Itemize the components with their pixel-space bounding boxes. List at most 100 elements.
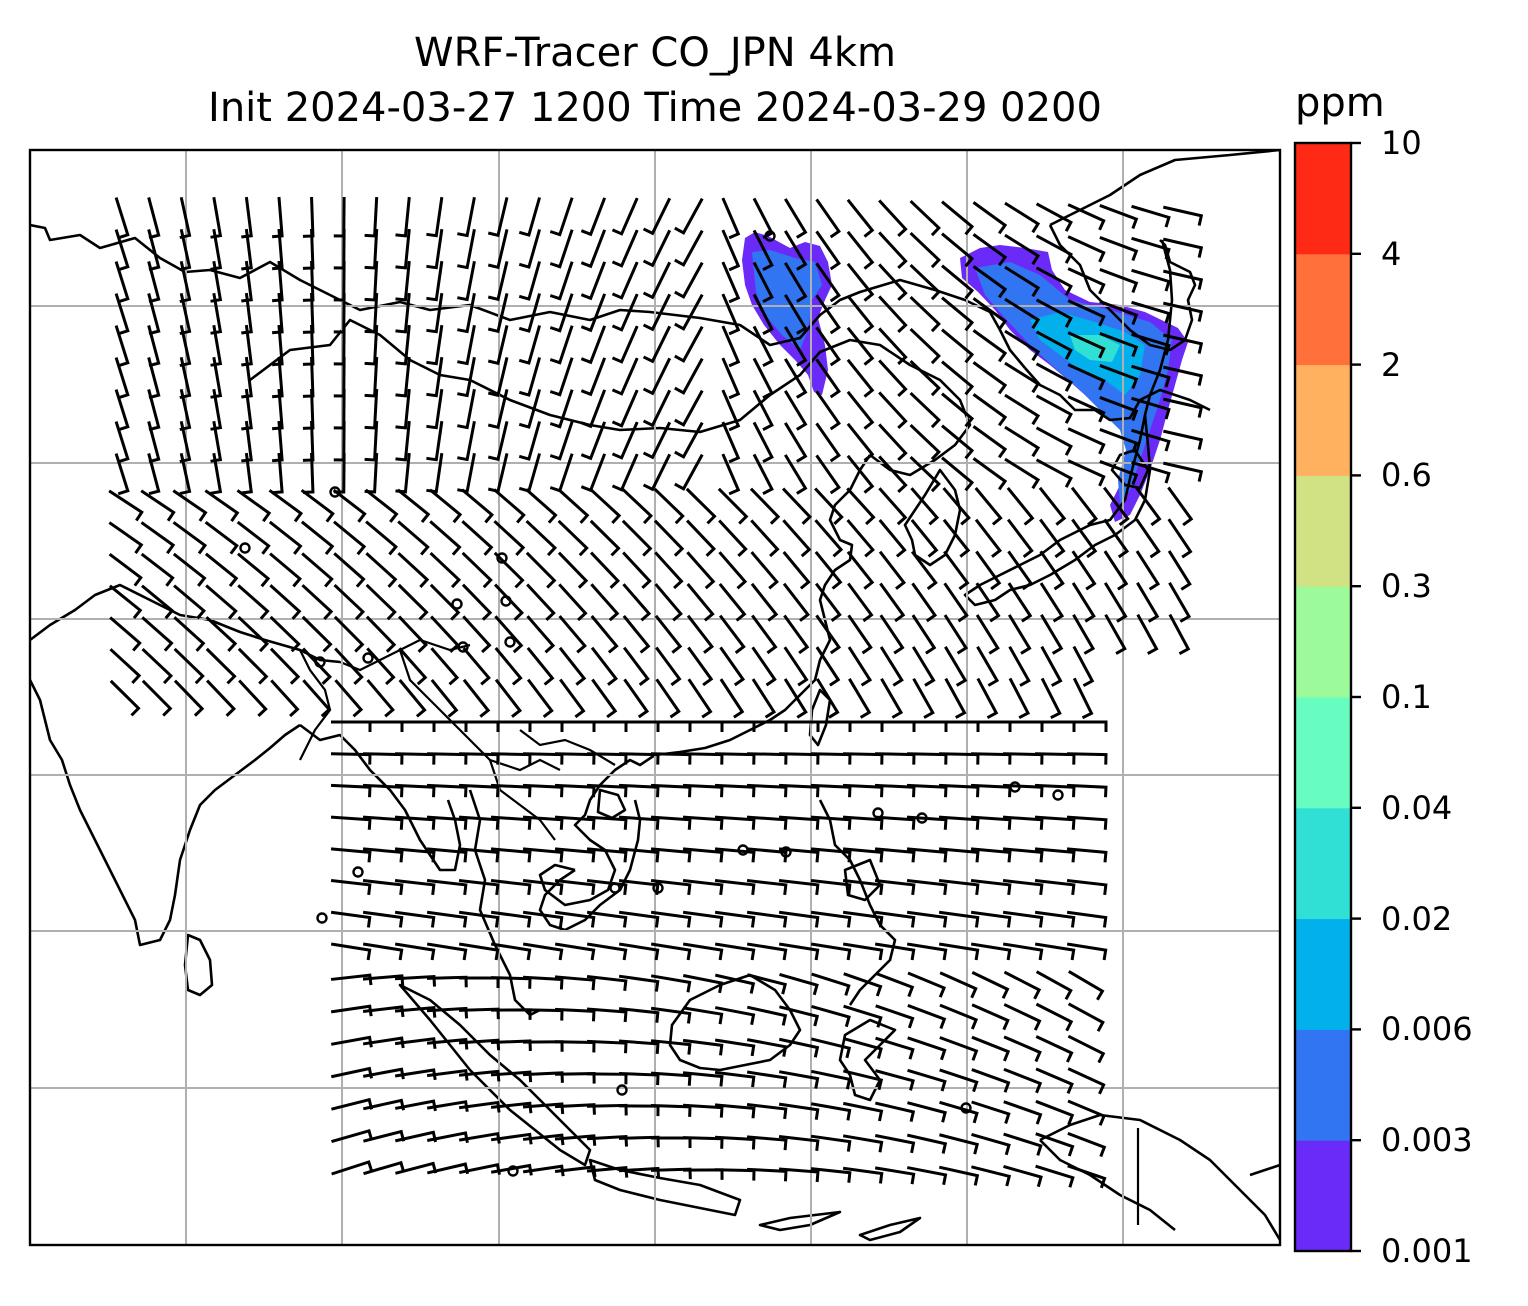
- wind-barb: [580, 293, 607, 333]
- wind-barb: [580, 453, 607, 493]
- wind-barb: [1066, 847, 1108, 863]
- wind-barb: [642, 229, 672, 268]
- wind-barb: [559, 678, 586, 719]
- wind-barb: [674, 325, 704, 363]
- wind-barb: [1067, 395, 1106, 423]
- wind-barb: [906, 847, 948, 863]
- wind-barb: [108, 552, 143, 587]
- wind-barb: [522, 975, 564, 990]
- wind-barb: [1034, 815, 1076, 830]
- wind-barb: [522, 1102, 565, 1115]
- wind-barb: [714, 1038, 756, 1057]
- wind-barb: [590, 646, 619, 686]
- wind-barb: [746, 942, 788, 961]
- wind-barb: [749, 487, 781, 525]
- calm-wind-marker: [504, 636, 516, 648]
- wind-barb: [549, 293, 574, 333]
- wind-barb: [1035, 970, 1073, 1001]
- wind-barb: [558, 615, 587, 654]
- wind-barb: [205, 647, 237, 685]
- wind-barb: [874, 1133, 916, 1154]
- wind-barb: [846, 294, 875, 334]
- wind-barb: [874, 910, 916, 928]
- wind-barb: [682, 1103, 724, 1118]
- wind-barb: [650, 1071, 692, 1086]
- wind-barb: [362, 1036, 405, 1049]
- wind-barb: [1099, 204, 1139, 230]
- wind-barb: [549, 229, 574, 269]
- wind-barb: [590, 615, 619, 654]
- wind-barb: [429, 488, 463, 524]
- wind-barb: [941, 360, 975, 396]
- wind-barb: [362, 815, 404, 830]
- wind-barb: [674, 357, 704, 395]
- wind-barb: [1003, 1100, 1043, 1125]
- wind-barb: [1035, 394, 1073, 424]
- wind-barb: [846, 519, 875, 558]
- wind-barb: [939, 1036, 979, 1061]
- wind-barb: [330, 815, 372, 830]
- wind-barb: [522, 879, 564, 896]
- wind-barb: [330, 847, 372, 863]
- wind-barb: [330, 942, 372, 961]
- wind-barb: [815, 614, 842, 655]
- wind-barb: [586, 879, 628, 896]
- wind-barb: [650, 879, 692, 896]
- wind-barb: [1072, 677, 1094, 720]
- wind-barb: [714, 973, 756, 994]
- wind-barb: [611, 389, 639, 428]
- wind-barb: [939, 1100, 979, 1124]
- wind-barb: [650, 910, 692, 928]
- wind-barb: [746, 1038, 788, 1057]
- wind-barb: [173, 584, 206, 620]
- wind-barb: [783, 646, 809, 687]
- wind-barb: [746, 910, 788, 928]
- wind-barb: [848, 678, 872, 719]
- wind-barb: [1066, 879, 1108, 896]
- wind-barb: [878, 359, 908, 398]
- wind-barb: [752, 357, 774, 400]
- wind-barb: [549, 261, 574, 301]
- wind-barb: [269, 647, 301, 685]
- colorbar-tick-label: 0.3: [1381, 567, 1432, 606]
- wind-barb: [874, 1101, 916, 1122]
- wind-barb: [461, 583, 493, 621]
- wind-barb: [910, 487, 940, 526]
- wind-barb: [1067, 331, 1106, 359]
- wind-barb: [623, 678, 650, 719]
- wind-barb: [1099, 364, 1139, 390]
- wind-barb: [526, 615, 556, 654]
- wind-barb: [721, 325, 741, 368]
- wind-barb: [426, 196, 444, 238]
- wind-barb: [674, 229, 704, 267]
- wind-barb: [580, 421, 607, 461]
- wind-barb: [271, 420, 284, 463]
- wind-barb: [300, 520, 335, 556]
- wind-barb: [941, 392, 975, 428]
- wind-barb: [586, 815, 628, 830]
- wind-barb: [586, 942, 628, 961]
- wind-barb: [941, 264, 975, 300]
- wind-barb: [526, 583, 556, 621]
- wind-barb: [944, 646, 968, 687]
- wind-barb: [429, 583, 461, 621]
- wind-barb: [1131, 268, 1171, 292]
- wind-barb: [1131, 300, 1171, 324]
- wind-barb: [554, 879, 596, 896]
- wind-barb: [1035, 234, 1073, 264]
- wind-barb: [811, 1037, 852, 1059]
- wind-barb: [1167, 518, 1193, 559]
- wind-barb: [1035, 330, 1073, 360]
- wind-barb: [457, 260, 476, 302]
- wind-barb: [1035, 426, 1073, 456]
- wind-barb: [395, 196, 411, 238]
- wind-barb: [642, 197, 672, 236]
- wind-barb: [204, 552, 239, 588]
- wind-barb: [611, 293, 639, 332]
- wind-barb: [426, 942, 468, 961]
- map-title-line1: WRF-Tracer CO_JPN 4km: [414, 30, 896, 76]
- wind-barb: [330, 1004, 373, 1017]
- wind-barb: [114, 293, 130, 336]
- wind-barb: [394, 1037, 437, 1049]
- wind-barb: [784, 390, 808, 431]
